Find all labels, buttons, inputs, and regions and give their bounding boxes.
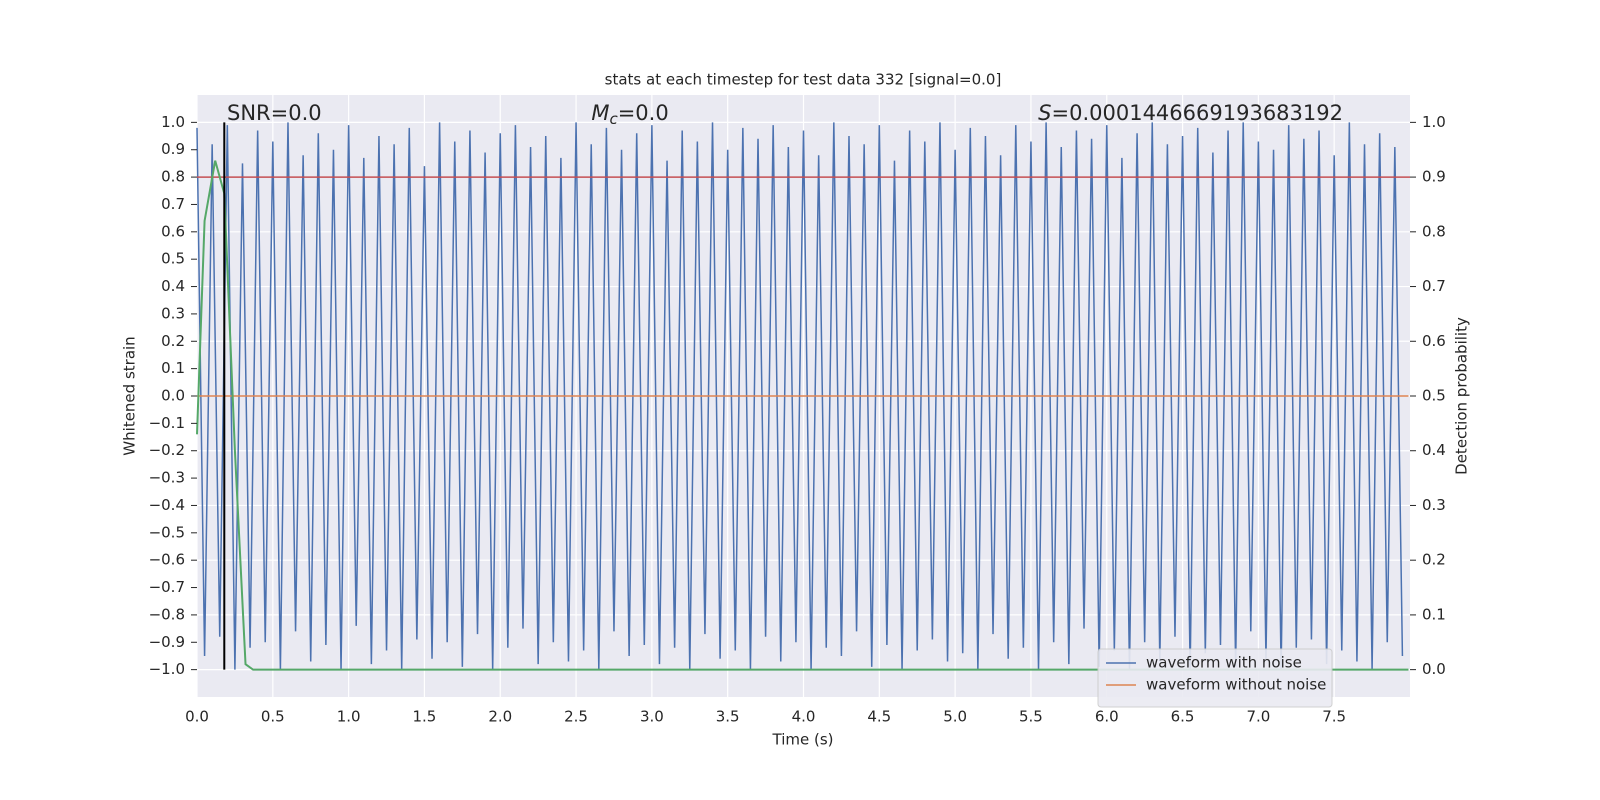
y-tick-label: −1.0	[149, 660, 185, 678]
annotation-text: =0.0	[618, 101, 669, 125]
y-tick-label: 0.2	[161, 332, 185, 350]
y-tick-label: −0.9	[149, 633, 185, 651]
annotation: S=0.0001446669193683192	[1038, 101, 1343, 125]
x-tick-label: 2.0	[488, 708, 512, 726]
x-tick-label: 4.0	[792, 708, 816, 726]
legend-label: waveform with noise	[1146, 654, 1302, 672]
annotation-subscript: c	[609, 110, 618, 128]
legend-label: waveform without noise	[1146, 676, 1326, 694]
y2-tick-label: 1.0	[1422, 113, 1446, 131]
y-tick-label: 0.7	[161, 195, 185, 213]
annotation-text: SNR=0.0	[227, 101, 322, 125]
labels: 0.0 0.5 1.0 1.5 2.0 2.5 3.0 3.5 4.0 4.5 5.0 5.5 6.0 6…	[149, 101, 1446, 726]
chart-title: stats at each timestep for test data 332…	[605, 71, 1002, 89]
x-tick-label: 6.5	[1171, 708, 1195, 726]
y-tick-label: −0.6	[149, 551, 185, 569]
y-axis-label: Whitened strain	[121, 336, 139, 455]
line	[196, 122, 1404, 670]
legend-box	[1097, 648, 1333, 708]
y-tick-label: 1.0	[161, 113, 185, 131]
y2-tick-label: 0.1	[1422, 605, 1446, 623]
y-tick-label: −0.2	[149, 441, 185, 459]
y-tick-label: 0.0	[161, 387, 185, 405]
annotation: SNR=0.0	[227, 101, 322, 125]
y-tick-label: 0.9	[161, 140, 185, 158]
y-tick-label: 0.8	[161, 168, 185, 186]
x-tick-label: 6.0	[1095, 708, 1119, 726]
x-tick-label: 0.5	[261, 708, 285, 726]
y2-tick-label: 0.7	[1422, 277, 1446, 295]
y-tick-label: 0.6	[161, 222, 185, 240]
y2-tick-label: 0.2	[1422, 551, 1446, 569]
x-tick-label: 5.0	[943, 708, 967, 726]
x-tick-label: 2.5	[564, 708, 588, 726]
annotation: Mc=0.0	[591, 101, 668, 128]
y-tick-label: 0.3	[161, 304, 185, 322]
annotation-symbol: M	[591, 101, 609, 125]
y-tick-label: 0.4	[161, 277, 185, 295]
y-tick-label: 0.1	[161, 359, 185, 377]
x-tick-label: 1.5	[413, 708, 437, 726]
y2-tick-label: 0.4	[1422, 441, 1446, 459]
y-tick-label: −0.7	[149, 578, 185, 596]
y2-tick-label: 0.8	[1422, 222, 1446, 240]
annotation-symbol: S	[1038, 101, 1051, 125]
x-tick-label: 3.0	[640, 708, 664, 726]
marks	[196, 122, 1410, 671]
x-tick-label: 5.5	[1019, 708, 1043, 726]
y2-tick-label: 0.6	[1422, 332, 1446, 350]
y2-tick-label: 0.3	[1422, 496, 1446, 514]
y2-axis-label: Detection probability	[1453, 317, 1471, 475]
x-tick-label: 4.5	[867, 708, 891, 726]
x-axis-label: Time (s)	[772, 731, 834, 749]
x-tick-label: 0.0	[185, 708, 209, 726]
y2-tick-label: 0.9	[1422, 168, 1446, 186]
annotation-text: =0.0001446669193683192	[1052, 101, 1344, 125]
y-tick-label: −0.3	[149, 469, 185, 487]
x-tick-label: 1.0	[337, 708, 361, 726]
y-tick-label: −0.8	[149, 605, 185, 623]
y-tick-label: 0.5	[161, 250, 185, 268]
y2-tick-label: 0.0	[1422, 660, 1446, 678]
y-tick-label: −0.4	[149, 496, 185, 514]
y-tick-label: −0.1	[149, 414, 185, 432]
x-tick-label: 7.5	[1322, 708, 1346, 726]
x-tick-label: 3.5	[716, 708, 740, 726]
line	[196, 160, 1409, 671]
x-tick-label: 7.0	[1246, 708, 1270, 726]
y2-tick-label: 0.5	[1422, 387, 1446, 405]
y-tick-label: −0.5	[149, 523, 185, 541]
